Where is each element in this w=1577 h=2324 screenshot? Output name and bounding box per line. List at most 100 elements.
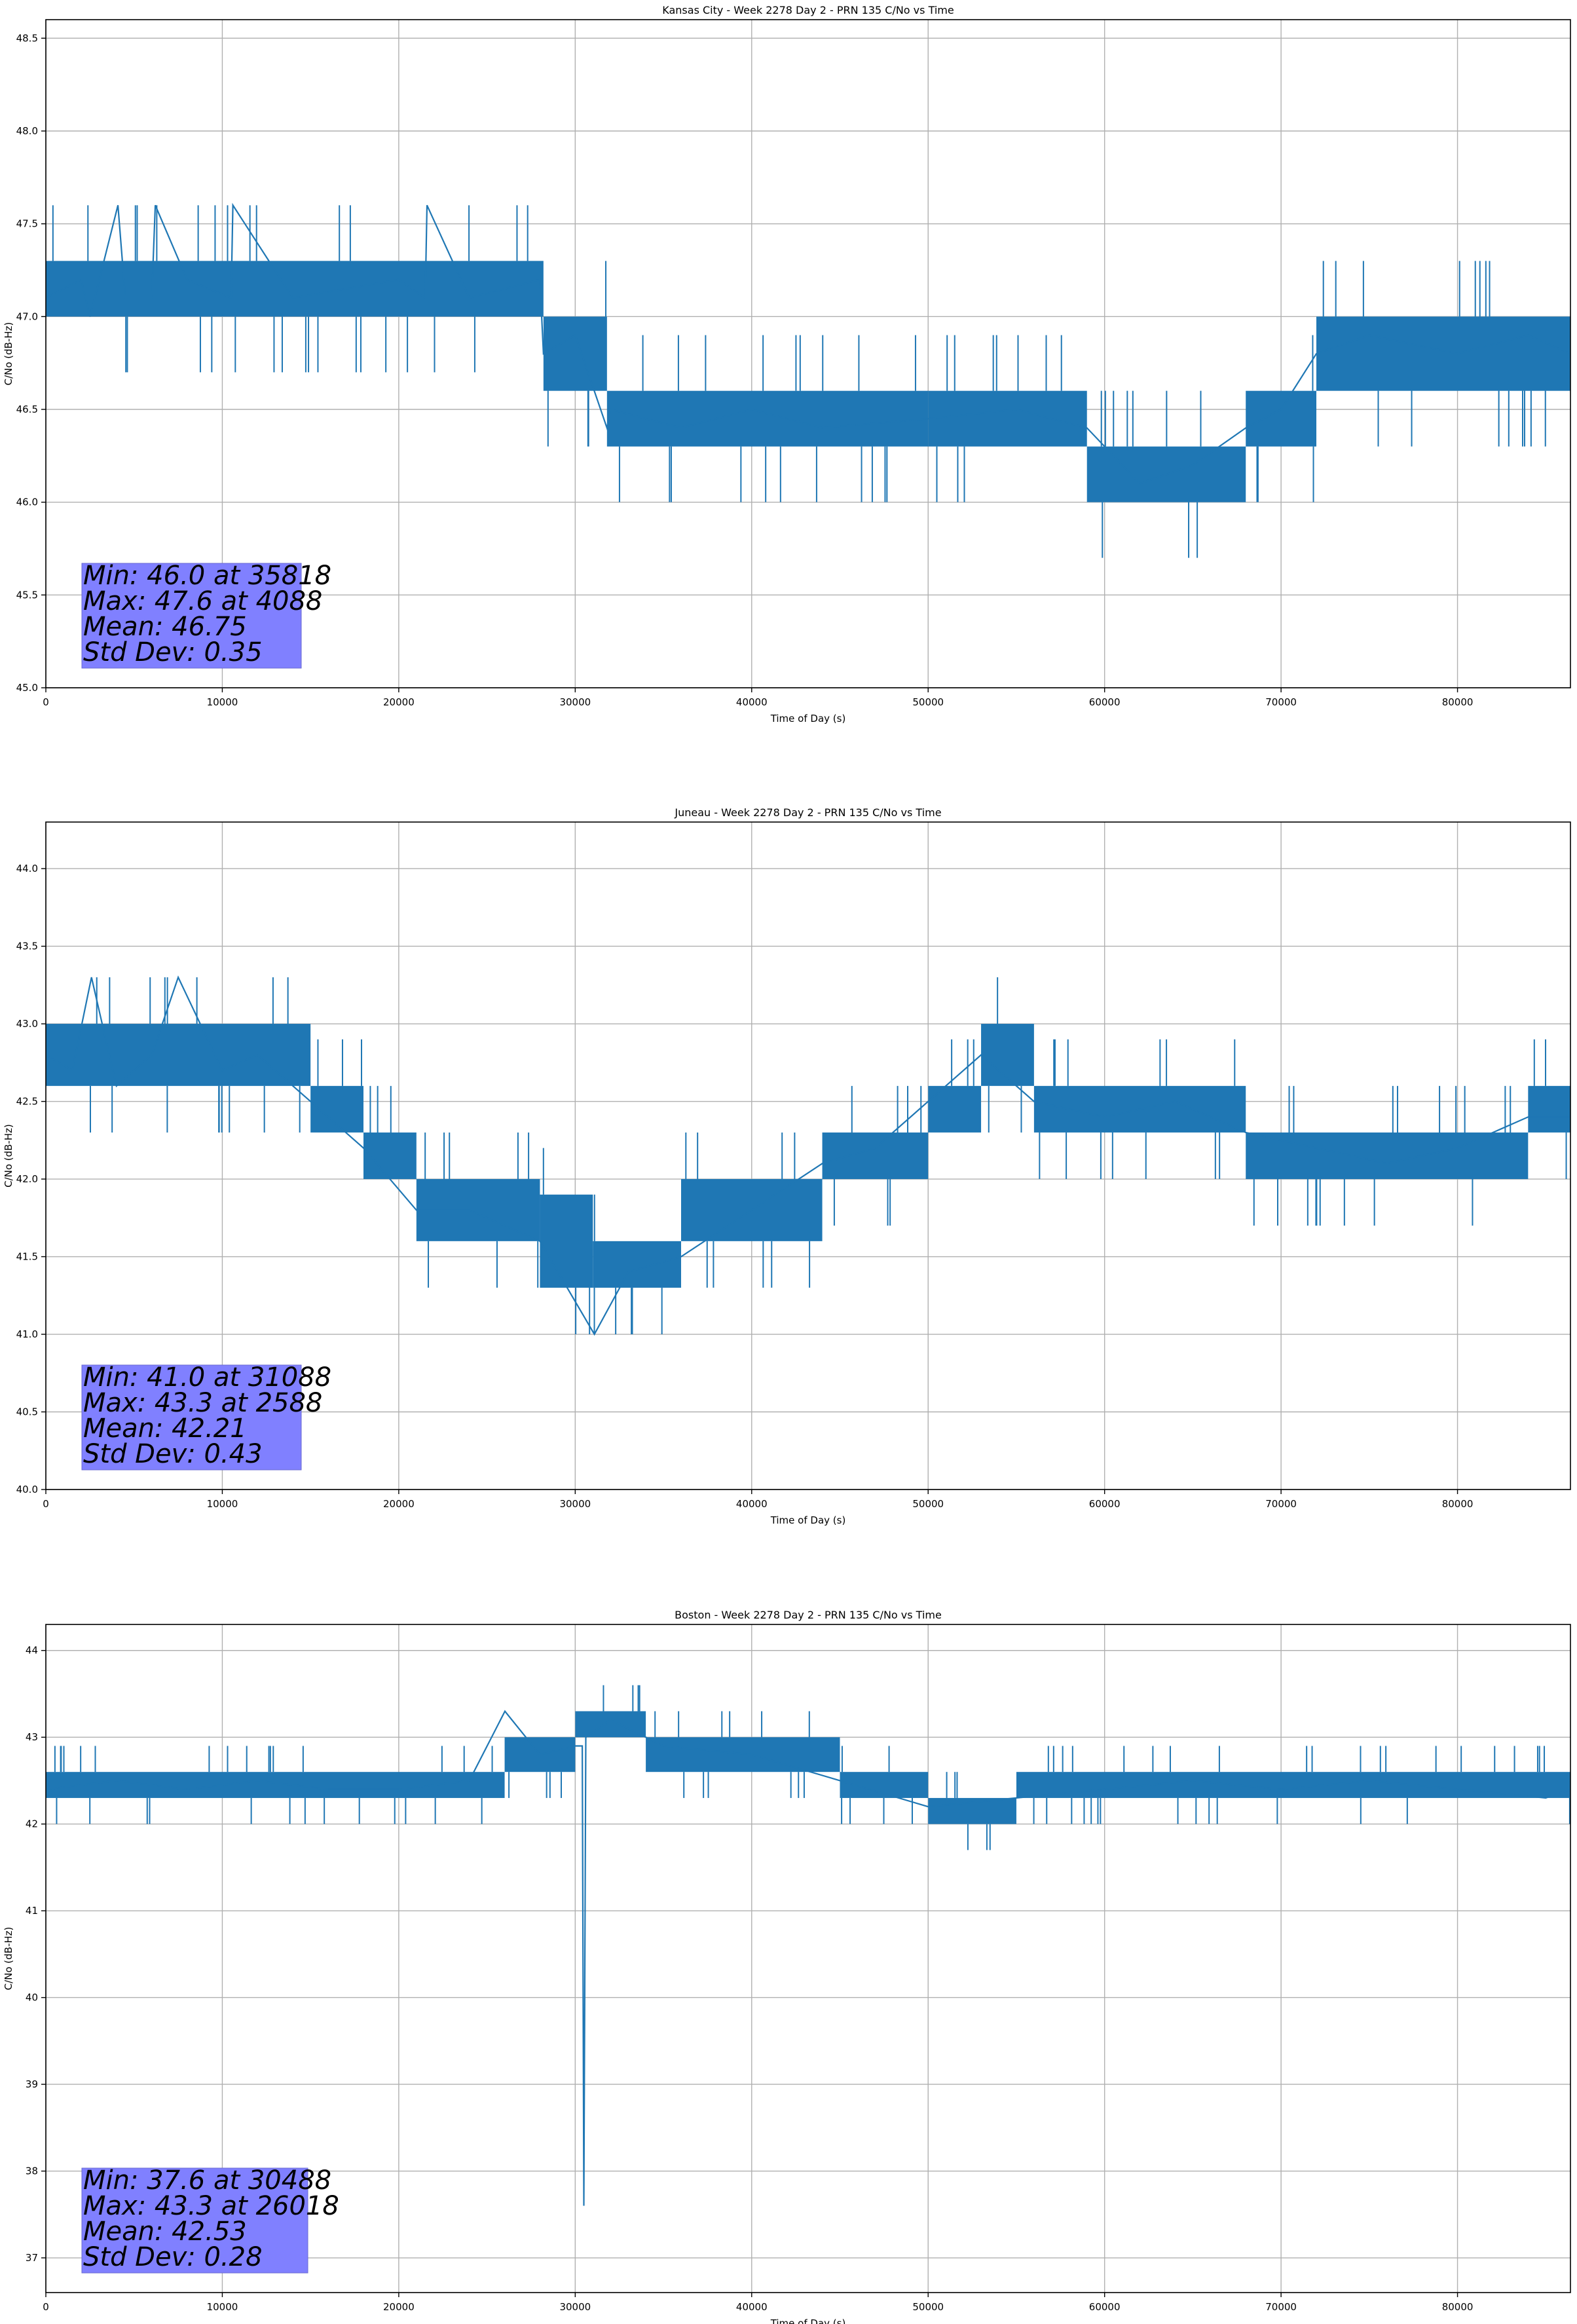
x-tick-label: 70000: [1265, 1498, 1297, 1510]
signal-band: [575, 1711, 646, 1738]
y-axis-label: C/No (dB-Hz): [3, 322, 14, 386]
y-tick-label: 45.0: [16, 682, 38, 694]
x-tick-label: 0: [43, 1498, 49, 1510]
y-tick-label: 40: [26, 1992, 38, 2004]
stats-max: Max: 43.3 at 26018: [83, 2191, 339, 2221]
y-axis-label: C/No (dB-Hz): [3, 1124, 14, 1188]
y-tick-label: 47.0: [16, 310, 38, 322]
data-layer: [46, 1685, 1570, 2206]
x-tick-label: 30000: [559, 1498, 591, 1510]
signal-band: [543, 316, 607, 391]
stats-min: Min: 37.6 at 30488: [83, 2165, 331, 2196]
stats-box: [81, 1364, 302, 1471]
signal-band: [606, 390, 929, 447]
x-tick-label: 80000: [1442, 696, 1474, 708]
y-tick-label: 45.5: [16, 589, 38, 601]
y-tick-label: 48.0: [16, 125, 38, 137]
signal-band: [928, 1085, 982, 1133]
stats-box: [81, 563, 302, 669]
data-layer: [46, 202, 1570, 558]
y-tick-label: 41: [26, 1905, 38, 1917]
chart-title: Juneau - Week 2278 Day 2 - PRN 135 C/No …: [674, 806, 941, 819]
stats-std: Std Dev: 0.43: [83, 1439, 263, 1469]
y-tick-label: 40.5: [16, 1406, 38, 1418]
y-tick-label: 43.5: [16, 941, 38, 952]
series-line: [46, 202, 1570, 485]
axes-frame: [45, 821, 1571, 1490]
x-tick-label: 40000: [736, 696, 768, 708]
y-tick-label: 39: [26, 2078, 38, 2090]
y-tick-label: 42.5: [16, 1096, 38, 1108]
y-axis-label: C/No (dB-Hz): [3, 1927, 14, 1991]
stats-std: Std Dev: 0.35: [83, 637, 263, 667]
stats-max: Max: 43.3 at 2588: [83, 1388, 322, 1418]
y-tick-label: 41.5: [16, 1251, 38, 1263]
x-tick-label: 20000: [383, 2301, 415, 2313]
y-tick-label: 44: [26, 1645, 38, 1657]
x-tick-label: 20000: [383, 1498, 415, 1510]
series-line: [46, 1710, 1570, 2206]
x-tick-label: 60000: [1089, 1498, 1121, 1510]
x-axis-label: Time of Day (s): [770, 1514, 846, 1526]
x-tick-label: 30000: [559, 2301, 591, 2313]
x-tick-label: 10000: [207, 2301, 238, 2313]
x-axis-label: Time of Day (s): [770, 2317, 846, 2324]
signal-band: [1246, 390, 1316, 447]
chart-1: 0 10000 20000 30000 40000 50000 60000 70000 8000…: [3, 806, 1571, 1526]
y-tick-label: 42: [26, 1818, 38, 1830]
chart-0: 0 10000 20000 30000 40000 50000 60000 70000 8000…: [3, 4, 1571, 724]
y-tick-label: 43: [26, 1731, 38, 1743]
x-tick-label: 40000: [736, 2301, 768, 2313]
x-tick-label: 60000: [1089, 2301, 1121, 2313]
stats-min: Min: 46.0 at 35818: [83, 561, 331, 591]
y-tick-label: 46.5: [16, 403, 38, 415]
signal-band: [1246, 1132, 1529, 1180]
signal-band: [593, 1241, 681, 1288]
x-tick-label: 30000: [559, 696, 591, 708]
y-tick-label: 41.0: [16, 1328, 38, 1340]
stats-mean: Mean: 46.75: [83, 612, 247, 642]
axes-frame: [45, 1624, 1571, 2293]
x-tick-label: 50000: [912, 2301, 944, 2313]
stats-box: [81, 2167, 308, 2274]
x-tick-label: 20000: [383, 696, 415, 708]
x-tick-label: 70000: [1265, 696, 1297, 708]
x-tick-label: 10000: [207, 1498, 238, 1510]
x-tick-label: 70000: [1265, 2301, 1297, 2313]
signal-band: [363, 1132, 417, 1180]
signal-band: [822, 1132, 929, 1180]
series-line: [46, 975, 1570, 1336]
x-tick-label: 80000: [1442, 1498, 1474, 1510]
y-tick-label: 47.5: [16, 218, 38, 230]
y-tick-label: 44.0: [16, 863, 38, 874]
chart-2: 0 10000 20000 30000 40000 50000 60000 70000 8000…: [3, 1609, 1571, 2324]
signal-band: [46, 1024, 311, 1086]
stats-std: Std Dev: 0.28: [83, 2242, 263, 2272]
x-tick-label: 10000: [207, 696, 238, 708]
stats-mean: Mean: 42.53: [83, 2217, 247, 2247]
y-tick-label: 48.5: [16, 32, 38, 44]
x-tick-label: 50000: [912, 696, 944, 708]
x-tick-label: 60000: [1089, 696, 1121, 708]
stats-mean: Mean: 42.21: [83, 1414, 247, 1444]
data-layer: [46, 975, 1570, 1336]
y-tick-label: 38: [26, 2165, 38, 2177]
signal-band: [646, 1737, 840, 1772]
stats-min: Min: 41.0 at 31088: [83, 1362, 331, 1393]
y-tick-label: 42.0: [16, 1173, 38, 1185]
stats-max: Max: 47.6 at 4088: [83, 586, 322, 616]
signal-band: [1316, 316, 1570, 391]
x-tick-label: 40000: [736, 1498, 768, 1510]
signal-band: [46, 261, 544, 317]
x-tick-label: 50000: [912, 1498, 944, 1510]
chart-title: Kansas City - Week 2278 Day 2 - PRN 135 …: [662, 4, 954, 16]
x-tick-label: 80000: [1442, 2301, 1474, 2313]
x-tick-label: 0: [43, 696, 49, 708]
y-tick-label: 43.0: [16, 1018, 38, 1030]
x-axis-label: Time of Day (s): [770, 713, 846, 724]
signal-band: [540, 1194, 593, 1288]
y-tick-label: 46.0: [16, 497, 38, 508]
x-tick-label: 0: [43, 2301, 49, 2313]
chart-title: Boston - Week 2278 Day 2 - PRN 135 C/No …: [675, 1609, 942, 1621]
